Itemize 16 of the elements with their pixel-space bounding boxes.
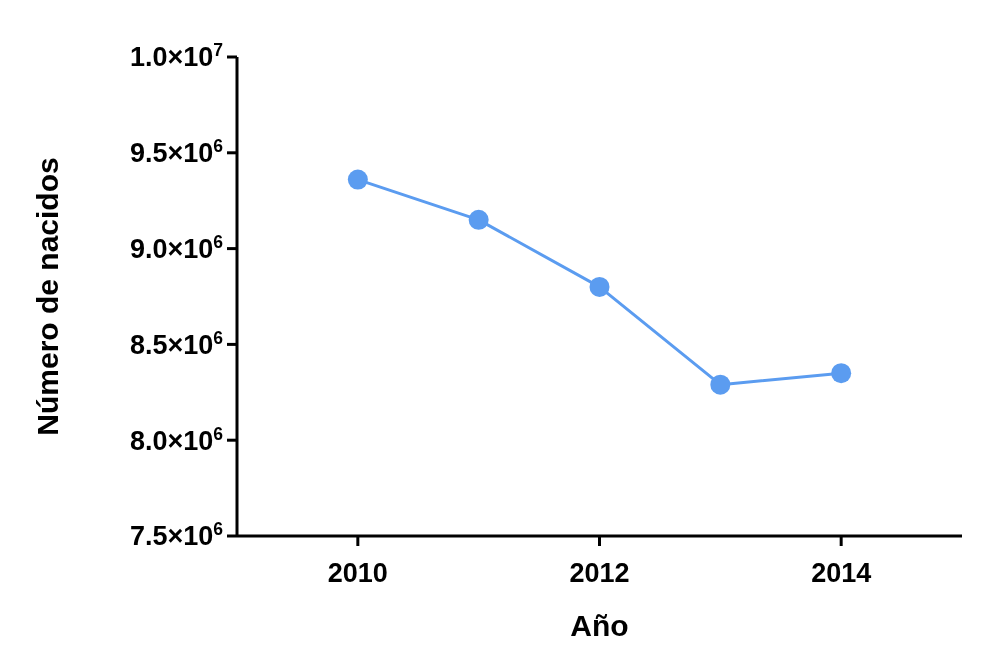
point <box>710 374 731 395</box>
x-axis-title: Año <box>570 609 629 642</box>
point <box>831 363 852 384</box>
y-tick-label: 7.5×10$^{6}$ <box>129 519 224 552</box>
y-tick-label: 8.0×10$^{6}$ <box>129 423 224 456</box>
y-tick-label: 9.0×10$^{6}$ <box>129 232 224 265</box>
y-axis-title: Número de nacidos <box>31 157 64 436</box>
y-tick-label: 1.0×10$^{7}$ <box>129 40 223 73</box>
y-tick-label: 8.5×10$^{6}$ <box>129 327 224 360</box>
x-tick-label: 2012 <box>569 558 630 588</box>
point <box>589 276 610 297</box>
y-tick-label: 9.5×10$^{6}$ <box>129 136 224 169</box>
x-tick-label: 2010 <box>327 558 388 588</box>
x-tick-label: 2014 <box>811 558 872 588</box>
point <box>468 209 489 230</box>
point <box>347 169 368 190</box>
